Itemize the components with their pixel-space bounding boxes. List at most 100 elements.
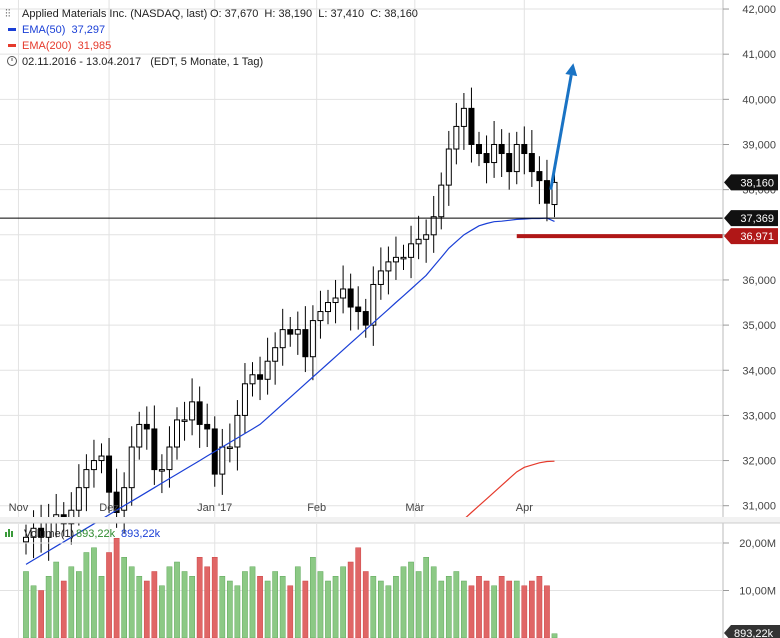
- candle: [453, 102, 460, 165]
- candle-body: [38, 527, 45, 538]
- candle: [302, 306, 309, 373]
- volume-bar: [189, 576, 195, 638]
- candle-body: [204, 423, 211, 430]
- volume-bar: [264, 580, 271, 638]
- candle-body: [257, 374, 264, 380]
- candle: [536, 156, 543, 205]
- candle: [551, 169, 558, 218]
- candle-body: [90, 460, 97, 471]
- candle-body: [174, 419, 180, 448]
- candle-body: [506, 153, 513, 173]
- candle: [498, 129, 505, 177]
- volume-bar: [196, 557, 203, 638]
- price-tick-label: 34,000: [742, 365, 776, 377]
- volume-bar: [121, 557, 128, 638]
- volume-bar: [529, 580, 535, 638]
- volume-bar: [181, 571, 188, 638]
- candle-body: [408, 243, 415, 258]
- candle: [204, 403, 211, 448]
- volume-bar: [506, 580, 513, 638]
- volume-bar: [143, 580, 150, 638]
- volume-value-green: 893,22k: [76, 528, 116, 540]
- candle-body: [226, 446, 233, 450]
- volume-bar: [310, 557, 316, 638]
- candle-body: [332, 297, 339, 304]
- candle: [392, 236, 399, 280]
- candle-body: [340, 288, 347, 299]
- ema50-legend-swatch: [8, 28, 16, 31]
- volume-bar: [415, 571, 422, 638]
- ema50-badge-shape: [724, 210, 778, 227]
- candle: [151, 405, 158, 485]
- candle-body: [98, 455, 105, 462]
- candle-body: [113, 491, 120, 513]
- candle: [543, 159, 550, 222]
- volume-bar: [272, 571, 278, 638]
- price-tick-label: 42,000: [742, 4, 776, 16]
- support-badge: 36,971: [724, 228, 778, 245]
- candle-body: [121, 487, 128, 511]
- candle: [491, 121, 498, 178]
- volume-bar: [423, 557, 429, 638]
- candle-body: [294, 329, 301, 335]
- candle: [38, 504, 45, 553]
- candle-body: [445, 148, 452, 186]
- candle-body: [166, 446, 173, 471]
- volume-bar: [204, 566, 211, 638]
- candle-body: [536, 171, 543, 182]
- ema200-legend-swatch: [8, 44, 16, 47]
- last-price-badge-shape: [724, 174, 778, 191]
- chart-header: ⫶⫶ Applied Materials Inc. (NASDAQ, last)…: [5, 8, 418, 68]
- volume-bar: [151, 571, 158, 638]
- candle: [377, 247, 384, 300]
- volume-bar: [98, 576, 105, 638]
- volume-bar: [242, 571, 248, 638]
- price-tick-label: 41,000: [742, 49, 776, 61]
- volume-icon-bar-3: [11, 531, 13, 537]
- candle: [241, 363, 248, 434]
- volume-bar: [279, 576, 286, 638]
- candle-body: [143, 423, 150, 430]
- arrow-shaft: [549, 74, 573, 190]
- candle-body: [377, 270, 384, 285]
- ohlc-line: O: 37,670 H: 38,190 L: 37,410 C: 38,160: [210, 8, 418, 20]
- price-tick-label: 35,000: [742, 320, 776, 332]
- candle: [264, 337, 271, 395]
- candle: [506, 132, 513, 190]
- candle: [445, 130, 452, 206]
- candle-body: [453, 125, 460, 150]
- candle: [158, 454, 165, 494]
- candle: [332, 279, 339, 324]
- support-badge-text: 36,971: [740, 231, 774, 243]
- candle: [370, 266, 377, 346]
- volume-bar: [332, 576, 339, 638]
- volume-bar: [408, 561, 414, 638]
- candle-body: [241, 383, 248, 416]
- candle-body: [234, 414, 241, 448]
- volume-bar: [362, 571, 369, 638]
- volume-bar: [83, 552, 90, 638]
- candle-body: [309, 320, 316, 358]
- volume-bar: [249, 566, 256, 638]
- price-tick-label: 40,000: [742, 94, 776, 106]
- price-grid: [0, 8, 723, 507]
- candle: [528, 130, 535, 187]
- candle: [385, 246, 392, 295]
- candle: [279, 308, 286, 366]
- candle-body: [498, 143, 505, 155]
- volume-tick-label: 10,00M: [739, 586, 776, 598]
- candle: [317, 290, 324, 339]
- bar-chart-icon: ⫶⫶: [5, 8, 11, 20]
- candle: [438, 172, 445, 230]
- volume-bar: [227, 580, 233, 638]
- candle: [189, 378, 196, 436]
- volume-label: Volume(1): [24, 528, 74, 540]
- trend-arrow: [549, 63, 578, 190]
- panel-separator: [0, 517, 780, 523]
- volume-bar: [483, 580, 490, 638]
- volume-bar: [400, 566, 407, 638]
- volume-bar: [468, 585, 475, 638]
- volume-bar: [536, 576, 543, 638]
- volume-bar: [60, 580, 67, 638]
